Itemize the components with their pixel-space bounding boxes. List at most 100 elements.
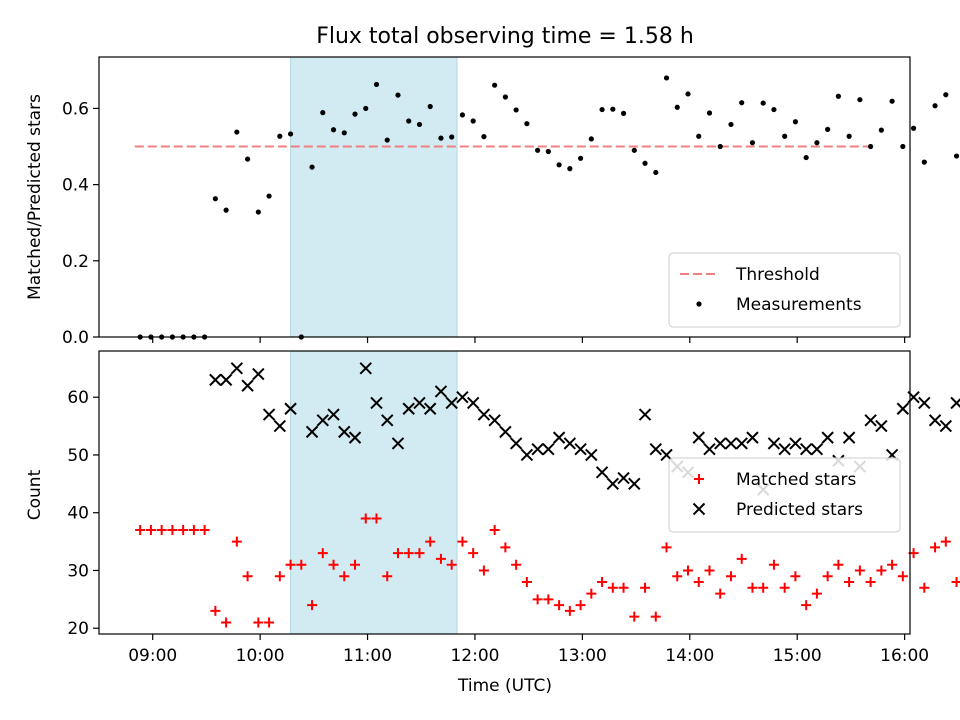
- predicted-stars-point: [606, 477, 620, 491]
- matched-stars-point: [178, 525, 189, 536]
- measurement-point: [921, 159, 927, 165]
- measurement-point: [449, 134, 455, 140]
- predicted-stars-point: [509, 437, 523, 450]
- legend-label: Measurements: [736, 295, 862, 315]
- measurement-point: [373, 81, 380, 88]
- matched-stars-point: [629, 611, 640, 622]
- predicted-stars-point: [574, 442, 587, 456]
- matched-stars-point: [403, 548, 414, 559]
- y-tick-label: 20: [67, 619, 89, 639]
- measurement-point: [588, 136, 594, 142]
- predicted-stars-point: [950, 396, 960, 410]
- measurement-point: [287, 131, 294, 137]
- legend-matched-swatch: [694, 474, 704, 484]
- predicted-stars-point: [230, 362, 244, 375]
- matched-stars-point: [382, 571, 393, 582]
- predicted-stars-point: [799, 442, 813, 456]
- matched-stars-point: [951, 577, 960, 588]
- matched-stars-point: [478, 565, 489, 576]
- x-tick-label: 09:00: [128, 646, 177, 666]
- measurement-point: [900, 143, 906, 150]
- predicted-stars-point: [305, 425, 319, 439]
- matched-stars-point: [554, 600, 565, 611]
- measurement-point: [535, 147, 541, 153]
- legend-label: Matched stars: [736, 470, 856, 490]
- measurement-point: [427, 103, 433, 110]
- matched-stars-point: [135, 525, 146, 536]
- matched-stars-point: [532, 594, 543, 605]
- matched-stars-point: [736, 553, 747, 564]
- matched-stars-point: [296, 559, 307, 570]
- measurement-point: [803, 154, 809, 161]
- x-tick-label: 12:00: [450, 646, 499, 666]
- measurement-point: [492, 82, 498, 88]
- legend: Matched stars Predicted stars: [668, 457, 901, 533]
- predicted-stars-point: [778, 442, 791, 456]
- matched-stars-point: [887, 559, 898, 570]
- predicted-stars-point: [413, 396, 426, 410]
- measurement-point: [953, 153, 960, 159]
- measurement-point: [577, 155, 584, 161]
- matched-stars-point: [897, 571, 908, 582]
- matched-stars-point: [317, 548, 328, 559]
- matched-stars-point: [307, 600, 318, 611]
- measurement-point: [277, 133, 283, 139]
- matched-stars-point: [833, 559, 844, 570]
- matched-stars-point: [876, 565, 887, 576]
- matched-stars-point: [360, 513, 371, 524]
- measurement-point: [792, 119, 799, 125]
- predicted-stars-point: [381, 414, 394, 427]
- predicted-stars-point: [520, 448, 534, 462]
- measurement-point: [631, 147, 637, 153]
- predicted-stars-point: [273, 419, 287, 433]
- matched-stars-point: [392, 548, 403, 559]
- measurement-point: [653, 169, 659, 176]
- matched-stars-point: [511, 559, 522, 570]
- measurement-point: [556, 162, 562, 168]
- matched-stars-point: [253, 617, 264, 628]
- measurement-point: [706, 110, 713, 116]
- matched-stars-point: [435, 553, 446, 564]
- predicted-stars-point: [703, 442, 716, 456]
- matched-stars-point: [231, 536, 242, 547]
- measurement-point: [696, 133, 702, 139]
- measurement-point: [878, 127, 884, 133]
- matched-stars-point: [779, 582, 790, 593]
- matched-stars-point: [822, 571, 833, 582]
- predicted-stars-point: [821, 431, 834, 444]
- predicted-stars-point: [896, 402, 910, 415]
- measurement-point: [835, 93, 841, 99]
- matched-stars-point: [156, 525, 167, 536]
- matched-stars-point: [586, 588, 597, 599]
- measurement-point: [943, 92, 949, 98]
- predicted-stars-point: [262, 408, 276, 421]
- measurement-point: [910, 125, 917, 131]
- measurement-point: [438, 135, 444, 141]
- matched-stars-point: [489, 525, 500, 536]
- x-tick-label: 16:00: [880, 646, 929, 666]
- shaded-observing-interval: [290, 350, 458, 635]
- x-tick-label: 10:00: [236, 646, 285, 666]
- measurement-point: [341, 130, 347, 136]
- matched-stars-point: [715, 588, 726, 599]
- matched-stars-point: [242, 571, 253, 582]
- predicted-stars-point: [370, 396, 383, 410]
- measurement-point: [620, 110, 627, 116]
- measurement-point: [567, 166, 573, 172]
- chart-title: Flux total observing time = 1.58 h: [316, 24, 694, 49]
- measurement-point: [545, 148, 551, 155]
- measurement-point: [244, 156, 251, 162]
- matched-stars-point: [930, 542, 941, 553]
- measurement-point: [728, 121, 734, 128]
- predicted-stars-point: [939, 419, 953, 433]
- predicted-stars-point: [875, 419, 888, 433]
- matched-stars-point: [704, 565, 715, 576]
- predicted-stars-point: [714, 437, 727, 450]
- predicted-stars-point: [628, 477, 641, 491]
- legend-box: [668, 252, 901, 328]
- matched-stars-point: [414, 548, 425, 559]
- predicted-stars-point: [928, 414, 942, 427]
- measurement-point: [814, 140, 820, 146]
- measurement-point: [212, 196, 218, 202]
